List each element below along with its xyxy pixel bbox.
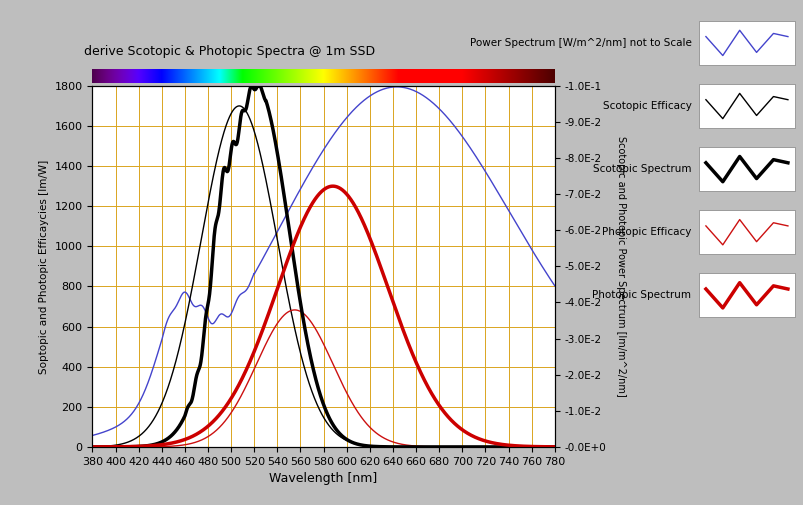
Text: Scotopic Spectrum: Scotopic Spectrum [592, 164, 691, 174]
Text: derive Scotopic & Photopic Spectra @ 1m SSD: derive Scotopic & Photopic Spectra @ 1m … [84, 45, 375, 58]
Y-axis label: Scotopic and Photopic Power Spectrum [lm/m^2/nm]: Scotopic and Photopic Power Spectrum [lm… [615, 136, 625, 397]
FancyBboxPatch shape [698, 273, 794, 318]
X-axis label: Wavelength [nm]: Wavelength [nm] [269, 472, 377, 485]
FancyBboxPatch shape [698, 21, 794, 65]
FancyBboxPatch shape [698, 84, 794, 128]
Text: Photopic Efficacy: Photopic Efficacy [601, 227, 691, 237]
Text: Power Spectrum [W/m^2/nm] not to Scale: Power Spectrum [W/m^2/nm] not to Scale [469, 38, 691, 48]
FancyBboxPatch shape [698, 210, 794, 255]
Text: Photopic Spectrum: Photopic Spectrum [592, 290, 691, 300]
FancyBboxPatch shape [698, 147, 794, 191]
Y-axis label: Soptopic and Photopic Efficaycies [lm/W]: Soptopic and Photopic Efficaycies [lm/W] [39, 159, 49, 374]
Text: Scotopic Efficacy: Scotopic Efficacy [601, 101, 691, 111]
